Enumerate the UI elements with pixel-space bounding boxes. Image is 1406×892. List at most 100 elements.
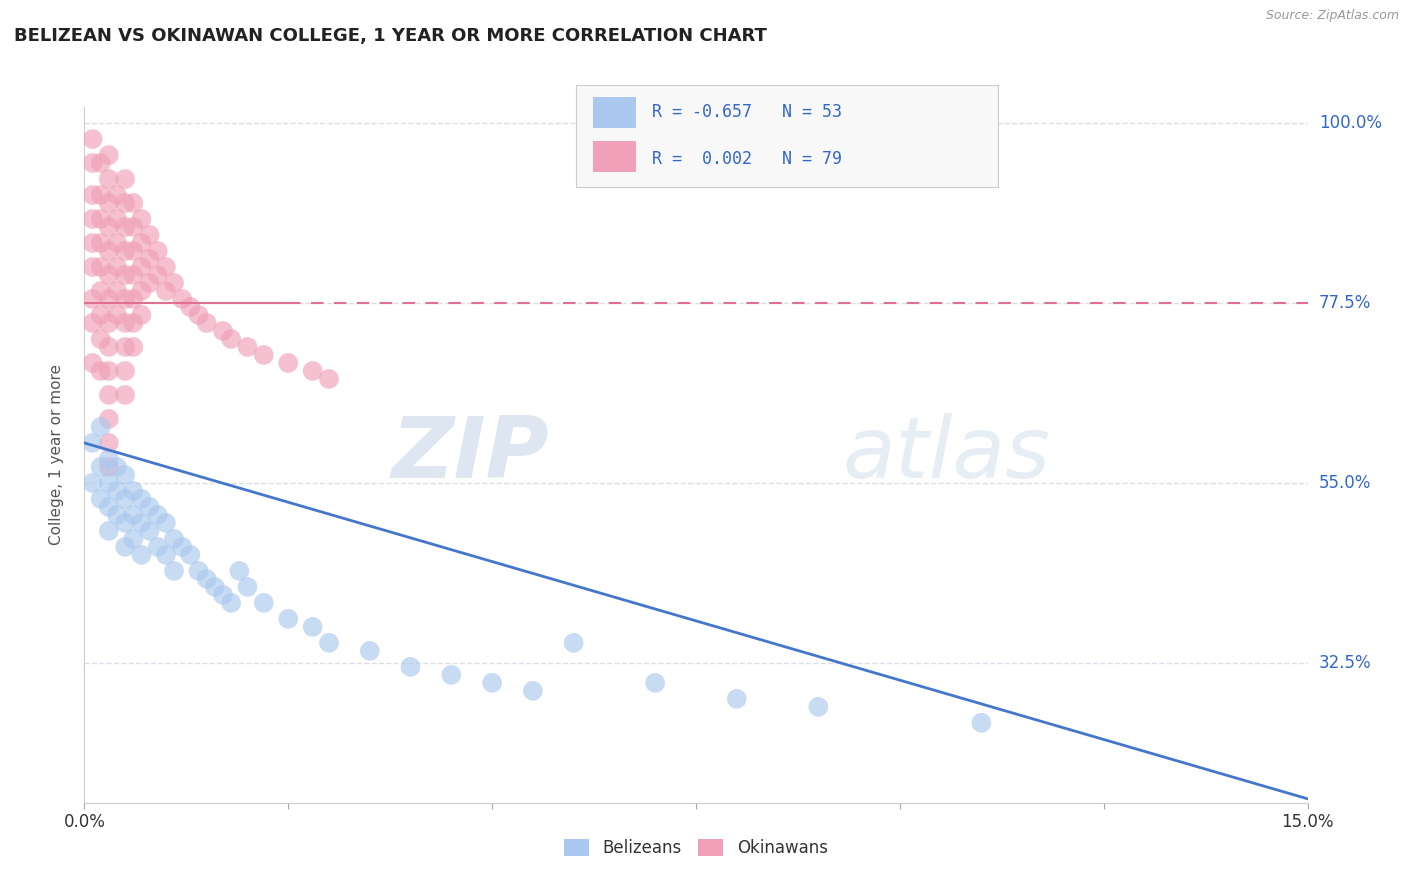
Point bbox=[481, 676, 503, 690]
Text: BELIZEAN VS OKINAWAN COLLEGE, 1 YEAR OR MORE CORRELATION CHART: BELIZEAN VS OKINAWAN COLLEGE, 1 YEAR OR … bbox=[14, 27, 766, 45]
Point bbox=[195, 572, 218, 586]
Point bbox=[90, 188, 112, 202]
Point bbox=[114, 292, 136, 306]
Point bbox=[97, 459, 120, 474]
Point bbox=[97, 340, 120, 354]
Point bbox=[212, 588, 235, 602]
Point bbox=[163, 276, 186, 290]
Point bbox=[105, 483, 128, 498]
Point bbox=[195, 316, 218, 330]
Point bbox=[187, 564, 209, 578]
Point bbox=[90, 420, 112, 434]
Point bbox=[114, 491, 136, 506]
Point bbox=[97, 500, 120, 514]
Point bbox=[105, 459, 128, 474]
Point bbox=[97, 451, 120, 466]
Point bbox=[155, 260, 177, 274]
Point bbox=[90, 364, 112, 378]
Point bbox=[163, 532, 186, 546]
Point bbox=[90, 235, 112, 250]
Point bbox=[146, 540, 169, 554]
Text: R = -0.657   N = 53: R = -0.657 N = 53 bbox=[652, 103, 842, 121]
Point bbox=[138, 276, 160, 290]
Point bbox=[138, 524, 160, 538]
Point bbox=[114, 219, 136, 234]
Point bbox=[97, 244, 120, 258]
Point bbox=[236, 340, 259, 354]
Point bbox=[105, 188, 128, 202]
Point bbox=[131, 308, 153, 322]
Point bbox=[522, 683, 544, 698]
Text: 77.5%: 77.5% bbox=[1319, 294, 1371, 312]
Point bbox=[301, 364, 323, 378]
Point bbox=[82, 436, 104, 450]
Point bbox=[122, 483, 145, 498]
Point bbox=[114, 196, 136, 211]
Point bbox=[122, 532, 145, 546]
Point bbox=[97, 316, 120, 330]
Point bbox=[155, 284, 177, 298]
Point bbox=[146, 244, 169, 258]
Point bbox=[131, 235, 153, 250]
Point bbox=[131, 212, 153, 227]
Y-axis label: College, 1 year or more: College, 1 year or more bbox=[49, 365, 63, 545]
Point bbox=[114, 388, 136, 402]
Point bbox=[253, 348, 276, 362]
Point bbox=[440, 668, 463, 682]
Point bbox=[114, 540, 136, 554]
Point bbox=[90, 459, 112, 474]
Point bbox=[219, 332, 242, 346]
Point bbox=[97, 524, 120, 538]
Point bbox=[163, 564, 186, 578]
Point bbox=[90, 260, 112, 274]
Point bbox=[122, 268, 145, 282]
Point bbox=[105, 508, 128, 522]
Point bbox=[301, 620, 323, 634]
Point bbox=[219, 596, 242, 610]
Point bbox=[105, 212, 128, 227]
Point bbox=[105, 308, 128, 322]
Bar bbox=[593, 97, 636, 128]
Point bbox=[82, 356, 104, 370]
Point bbox=[97, 219, 120, 234]
Point bbox=[105, 284, 128, 298]
Point bbox=[97, 292, 120, 306]
Point bbox=[90, 491, 112, 506]
Point bbox=[90, 332, 112, 346]
Point bbox=[146, 508, 169, 522]
Text: ZIP: ZIP bbox=[391, 413, 550, 497]
Point bbox=[644, 676, 666, 690]
Point bbox=[253, 596, 276, 610]
Point bbox=[82, 132, 104, 146]
Point bbox=[90, 212, 112, 227]
Point bbox=[970, 715, 993, 730]
Point bbox=[131, 516, 153, 530]
Point bbox=[131, 260, 153, 274]
Point bbox=[138, 252, 160, 266]
Point bbox=[114, 364, 136, 378]
Point bbox=[138, 500, 160, 514]
Text: 100.0%: 100.0% bbox=[1319, 114, 1382, 132]
Point bbox=[90, 308, 112, 322]
Point bbox=[131, 548, 153, 562]
Point bbox=[97, 196, 120, 211]
Point bbox=[122, 244, 145, 258]
Point bbox=[97, 388, 120, 402]
Point bbox=[318, 636, 340, 650]
Point bbox=[114, 467, 136, 482]
Point bbox=[172, 292, 194, 306]
Point bbox=[97, 412, 120, 426]
Text: Source: ZipAtlas.com: Source: ZipAtlas.com bbox=[1265, 9, 1399, 22]
Point bbox=[212, 324, 235, 338]
Point bbox=[146, 268, 169, 282]
Point bbox=[97, 364, 120, 378]
Point bbox=[138, 227, 160, 242]
Point bbox=[82, 212, 104, 227]
Point bbox=[114, 516, 136, 530]
Legend: Belizeans, Okinawans: Belizeans, Okinawans bbox=[558, 832, 834, 864]
Point bbox=[114, 244, 136, 258]
Point bbox=[122, 508, 145, 522]
Point bbox=[399, 660, 422, 674]
Point bbox=[277, 612, 299, 626]
Point bbox=[155, 548, 177, 562]
